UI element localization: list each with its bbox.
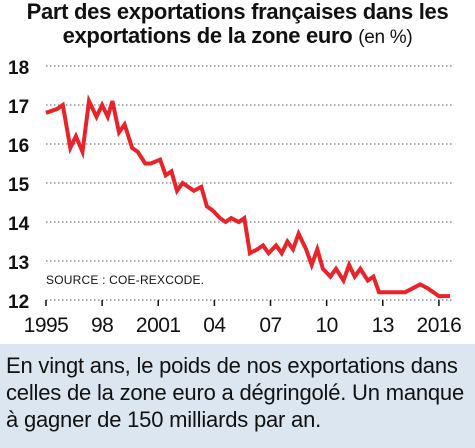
y-tick-label-16: 16 xyxy=(8,136,29,157)
title-line-2: exportations de la zone euro (en %) xyxy=(0,24,475,50)
y-tick-label-12: 12 xyxy=(8,292,29,313)
gridlines xyxy=(45,65,452,306)
caption-text: En vingt ans, le poids de nos exportatio… xyxy=(0,344,475,448)
x-tick-label-2001: 2001 xyxy=(136,314,181,337)
series-line-0 xyxy=(45,94,451,299)
y-tick-label-17: 17 xyxy=(8,97,29,118)
title-line-1: Part des exportations françaises dans le… xyxy=(26,0,449,24)
y-tick-label-15: 15 xyxy=(8,175,30,196)
x-tick-label-2016: 2016 xyxy=(417,314,462,337)
chart-title: Part des exportations françaises dans le… xyxy=(0,0,475,58)
data-series xyxy=(45,94,451,299)
y-axis-tick-labels: 12 13 14 15 16 17 18 xyxy=(8,58,30,313)
y-tick-label-13: 13 xyxy=(8,253,29,274)
x-tick-label-98: 98 xyxy=(91,314,113,337)
x-axis-tick-labels: 1995 98 2001 04 07 10 13 2016 xyxy=(24,314,462,337)
y-tick-label-14: 14 xyxy=(8,214,30,235)
x-tick-label-10: 10 xyxy=(315,314,337,337)
line-chart: 12 13 14 15 16 17 18 1995 98 2001 04 07 10 13 2016 SO… xyxy=(8,58,462,337)
x-tick-label-04: 04 xyxy=(203,314,226,337)
title-unit: (en %) xyxy=(358,27,413,48)
x-tick-label-13: 13 xyxy=(372,314,394,337)
title-line-2-text: exportations de la zone euro xyxy=(62,23,353,48)
x-tick-label-07: 07 xyxy=(259,314,281,337)
x-tick-label-1995: 1995 xyxy=(24,314,69,337)
source-note: SOURCE : COE-REXCODE. xyxy=(46,273,204,287)
y-tick-label-18: 18 xyxy=(8,58,29,79)
